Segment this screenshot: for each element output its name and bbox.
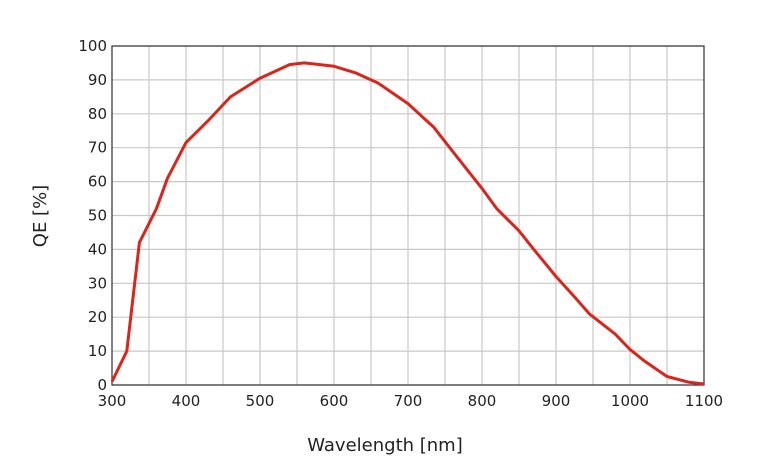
y-tick-label: 50 [88,207,107,225]
y-tick-label: 60 [88,173,107,191]
x-tick-label: 700 [394,392,423,410]
x-tick-label: 800 [468,392,497,410]
x-tick-label: 900 [542,392,571,410]
y-tick-label: 70 [88,139,107,157]
y-tick-label: 40 [88,240,107,258]
x-axis-label: Wavelength [nm] [307,435,463,456]
y-tick-label: 100 [78,37,107,55]
x-tick-label: 600 [320,392,349,410]
x-tick-label: 1000 [611,392,649,410]
y-tick-label: 80 [88,105,107,123]
x-tick-label: 1100 [685,392,723,410]
x-tick-label: 300 [98,392,127,410]
y-tick-label: 30 [88,274,107,292]
x-tick-label: 400 [172,392,201,410]
plot-frame [111,45,705,386]
y-axis-label: QE [%] [30,185,51,247]
y-tick-label: 0 [97,376,107,394]
x-tick-label: 500 [246,392,275,410]
y-tick-label: 90 [88,71,107,89]
y-tick-label: 20 [88,308,107,326]
y-tick-label: 10 [88,342,107,360]
qe-curve [110,61,705,386]
